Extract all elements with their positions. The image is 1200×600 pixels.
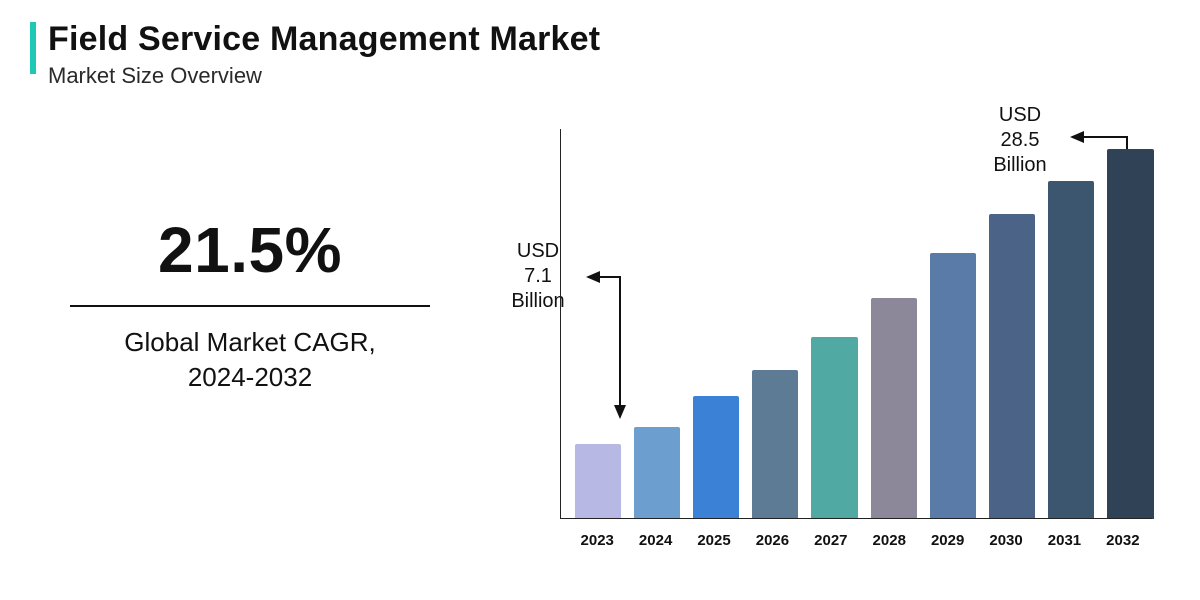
bar <box>989 214 1035 520</box>
bars-container <box>560 129 1160 519</box>
x-axis-line <box>560 518 1152 519</box>
cagr-divider <box>70 305 430 307</box>
chart-panel: USD 7.1 Billion USD 28.5 Billion <box>500 109 1170 579</box>
bar <box>811 337 857 519</box>
cagr-panel: 21.5% Global Market CAGR, 2024-2032 <box>30 109 500 579</box>
bar-slot <box>864 129 923 519</box>
bar-slot <box>568 129 627 519</box>
bar-slot <box>1101 129 1160 519</box>
x-axis-label: 2025 <box>685 532 743 549</box>
page-subtitle: Market Size Overview <box>48 63 1170 89</box>
x-axis-label: 2026 <box>743 532 801 549</box>
bar <box>752 370 798 519</box>
x-axis-label: 2030 <box>977 532 1035 549</box>
header: Field Service Management Market Market S… <box>30 20 1170 89</box>
cagr-label: Global Market CAGR, 2024-2032 <box>124 325 375 395</box>
x-axis-label: 2028 <box>860 532 918 549</box>
bar <box>693 396 739 520</box>
bar-slot <box>923 129 982 519</box>
x-axis-label: 2029 <box>918 532 976 549</box>
x-axis-label: 2027 <box>802 532 860 549</box>
x-axis-labels: 2023202420252026202720282029203020312032 <box>568 532 1152 549</box>
header-accent-bar <box>30 22 36 74</box>
bar <box>930 253 976 520</box>
bar-slot <box>686 129 745 519</box>
bar <box>634 427 680 519</box>
page-title: Field Service Management Market <box>48 20 1170 59</box>
cagr-label-line1: Global Market CAGR, <box>124 327 375 357</box>
bar-slot <box>982 129 1041 519</box>
callout-end-line1: USD <box>970 103 1070 128</box>
bar <box>575 444 621 519</box>
cagr-value: 21.5% <box>158 213 342 287</box>
bar-slot <box>805 129 864 519</box>
bar-slot <box>627 129 686 519</box>
bar <box>1107 149 1153 520</box>
bar-chart <box>560 129 1160 519</box>
bar-slot <box>1042 129 1101 519</box>
content-body: 21.5% Global Market CAGR, 2024-2032 USD … <box>30 109 1170 579</box>
cagr-label-line2: 2024-2032 <box>188 362 312 392</box>
x-axis-label: 2031 <box>1035 532 1093 549</box>
bar <box>1048 181 1094 519</box>
x-axis-label: 2024 <box>626 532 684 549</box>
bar-slot <box>746 129 805 519</box>
x-axis-label: 2032 <box>1094 532 1152 549</box>
bar <box>871 298 917 519</box>
x-axis-label: 2023 <box>568 532 626 549</box>
page: Field Service Management Market Market S… <box>0 0 1200 600</box>
